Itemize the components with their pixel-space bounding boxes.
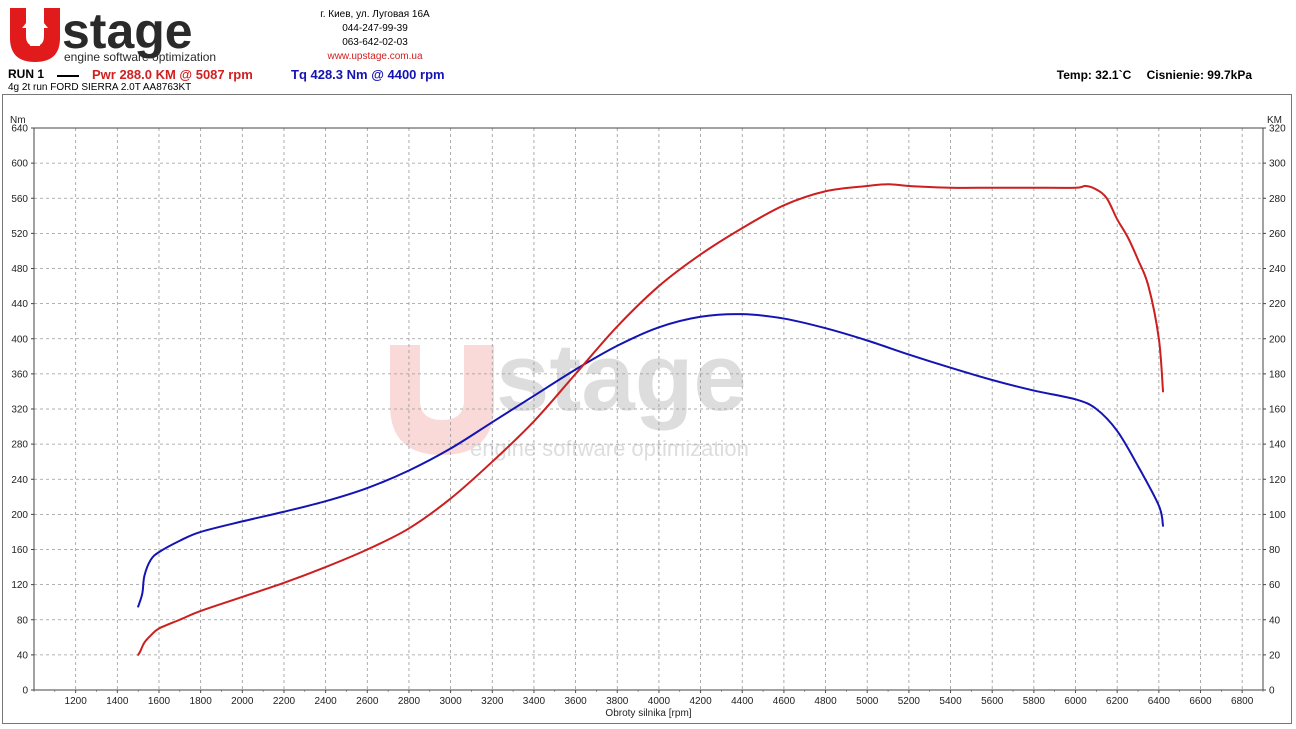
y-tick-left: 520 [11,229,28,240]
phone-1: 044-247-99-39 [342,23,408,34]
y-tick-right: 300 [1269,159,1286,170]
y-tick-right: 280 [1269,194,1286,205]
series-pwr-line [137,183,1165,656]
x-tick-label: 3600 [564,696,587,707]
x-tick-label: 4800 [814,696,837,707]
watermark-tagline: engine software optimization [470,436,749,461]
series-group [137,183,1165,656]
y-tick-right: 240 [1269,264,1286,275]
y-tick-right: 80 [1269,545,1281,556]
x-tick-label: 6800 [1231,696,1254,707]
y-tick-right: 120 [1269,475,1286,486]
y-axis-label-right: KM [1267,115,1282,126]
y-tick-right: 160 [1269,405,1286,416]
y-tick-left: 400 [11,334,28,345]
y-tick-left: 440 [11,299,28,310]
x-tick-label: 4400 [731,696,754,707]
y-tick-left: 200 [11,510,28,521]
x-tick-label: 6600 [1189,696,1212,707]
y-tick-left: 560 [11,194,28,205]
phone-2: 063-642-02-03 [342,37,408,48]
y-tick-right: 140 [1269,440,1286,451]
x-tick-label: 2800 [398,696,421,707]
y-tick-left: 600 [11,159,28,170]
y-tick-left: 40 [17,650,29,661]
run-legend-line [57,75,79,77]
x-tick-label: 4200 [689,696,712,707]
x-tick-label: 1800 [190,696,213,707]
chart-frame [2,94,1292,724]
y-tick-right: 180 [1269,369,1286,380]
y-tick-left: 320 [11,405,28,416]
upstage-logo: stage engine software optimization [10,3,216,64]
x-tick-label: 1600 [148,696,171,707]
y-tick-right: 0 [1269,686,1275,697]
pressure: Cisnienie: 99.7kPa [1146,68,1252,82]
x-tick-label: 3800 [606,696,629,707]
y-tick-right: 20 [1269,650,1281,661]
power-summary: Pwr 288.0 KM @ 5087 rpm [92,67,253,82]
temperature: Temp: 32.1`C [1056,68,1132,82]
series-tq-line [137,313,1165,608]
y-tick-left: 280 [11,440,28,451]
y-tick-left: 80 [17,615,29,626]
y-tick-left: 120 [11,580,28,591]
y-tick-left: 360 [11,369,28,380]
x-tick-label: 3000 [439,696,462,707]
axes: 0 0 40 20 80 40 120 60 160 80 200 100 240 120 280 140 32… [11,124,1286,708]
x-tick-label: 5400 [939,696,962,707]
x-tick-label: 5800 [1023,696,1046,707]
conditions: Temp: 32.1`C Cisnienie: 99.7kPa [1045,68,1252,82]
torque-summary: Tq 428.3 Nm @ 4400 rpm [291,67,445,82]
watermark-brand: stage [496,324,747,431]
address: г. Киев, ул. Луговая 16А [320,9,430,20]
y-axis-label-left: Nm [10,115,26,126]
x-tick-label: 6400 [1148,696,1171,707]
y-tick-left: 640 [11,124,28,135]
y-tick-right: 260 [1269,229,1286,240]
brand-text: stage [62,3,193,59]
y-tick-right: 200 [1269,334,1286,345]
y-tick-right: 100 [1269,510,1286,521]
x-tick-label: 6200 [1106,696,1129,707]
x-tick-label: 3400 [523,696,546,707]
y-tick-right: 40 [1269,615,1281,626]
y-tick-left: 0 [22,686,28,697]
y-tick-right: 60 [1269,580,1281,591]
x-tick-label: 4000 [648,696,671,707]
contact-block: г. Киев, ул. Луговая 16А 044-247-99-39 0… [300,8,450,64]
x-tick-label: 2200 [273,696,296,707]
x-tick-label: 5000 [856,696,879,707]
x-tick-label: 6000 [1064,696,1087,707]
x-tick-label: 5600 [981,696,1004,707]
run-description: 4g 2t run FORD SIERRA 2.0T AA8763KT [8,82,192,93]
run-label: RUN 1 [8,67,45,81]
x-tick-label: 2000 [231,696,254,707]
y-tick-left: 480 [11,264,28,275]
x-tick-label: 5200 [898,696,921,707]
x-tick-label: 3200 [481,696,504,707]
y-tick-right: 220 [1269,299,1286,310]
watermark: stage engine software optimization [390,324,749,461]
y-tick-left: 160 [11,545,28,556]
x-tick-label: 2600 [356,696,379,707]
x-axis-label: Obroty silnika [rpm] [605,708,691,719]
x-tick-label: 2400 [315,696,338,707]
y-tick-right: 320 [1269,124,1286,135]
x-tick-label: 1400 [106,696,129,707]
website-link[interactable]: www.upstage.com.ua [327,51,423,62]
x-tick-label: 4600 [773,696,796,707]
y-tick-left: 240 [11,475,28,486]
brand-tagline: engine software optimization [64,50,216,64]
plot-border [33,127,1264,691]
x-tick-label: 1200 [65,696,88,707]
